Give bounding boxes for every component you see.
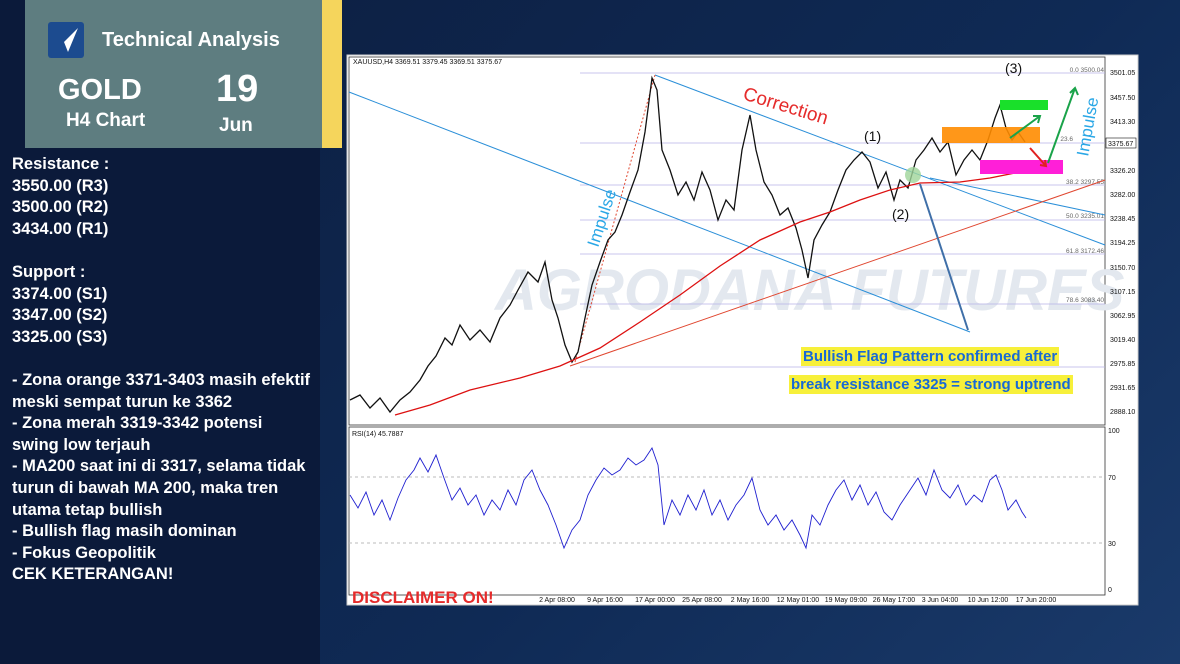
time-tick: 19 May 09:00 bbox=[825, 597, 868, 604]
fib-label: 23.6 bbox=[1060, 136, 1073, 143]
channel-lines bbox=[348, 74, 1106, 333]
impulse-line bbox=[574, 74, 656, 363]
time-tick: 26 May 17:00 bbox=[873, 597, 916, 604]
note: - Zona merah 3319-3342 potensi swing low… bbox=[12, 414, 263, 454]
breakout-marker bbox=[905, 167, 921, 183]
price-tick: 3062.95 bbox=[1110, 313, 1135, 320]
price-pane bbox=[348, 56, 1106, 426]
time-tick: 10 Jun 12:00 bbox=[968, 597, 1009, 604]
price-tick: 2888.10 bbox=[1110, 409, 1135, 416]
time-tick: 25 Apr 08:00 bbox=[682, 597, 722, 604]
rsi-levels bbox=[349, 476, 1105, 544]
price-series bbox=[349, 75, 1026, 414]
rsi-tick: 100 bbox=[1108, 428, 1120, 435]
price-tick: 3019.40 bbox=[1110, 337, 1135, 344]
time-tick: 2 Apr 08:00 bbox=[539, 597, 575, 604]
time-axis: 2 Apr 08:00 9 Apr 16:00 17 Apr 00:00 25 Apr… bbox=[539, 597, 1056, 604]
fib-label: 61.8 3172.46 bbox=[1066, 248, 1104, 255]
price-tick: 2931.65 bbox=[1110, 385, 1135, 392]
watermark: AGRODANA FUTURES bbox=[493, 258, 1125, 323]
fib-label: 0.0 3500.04 bbox=[1070, 67, 1105, 74]
rsi-tick: 30 bbox=[1108, 541, 1116, 548]
magenta-zone bbox=[980, 160, 1063, 174]
disclaimer: DISCLAIMER ON! bbox=[352, 588, 494, 607]
time-tick: 17 Jun 20:00 bbox=[1016, 597, 1057, 604]
price-tick: 3238.45 bbox=[1110, 216, 1135, 223]
note: - Fokus Geopolitik bbox=[12, 543, 156, 562]
note: CEK KETERANGAN! bbox=[12, 565, 174, 584]
resistance-title: Resistance : bbox=[12, 155, 110, 173]
note: - MA200 saat ini di 3317, selama tidak t… bbox=[12, 457, 306, 519]
time-tick: 17 Apr 00:00 bbox=[635, 597, 675, 604]
price-tick: 2975.85 bbox=[1110, 361, 1135, 368]
fib-label: 38.2 3297.55 bbox=[1066, 179, 1104, 186]
level: 3325.00 (S3) bbox=[12, 327, 108, 346]
price-tick: 3326.20 bbox=[1110, 168, 1135, 175]
symbol-info: XAUUSD,H4 3369.51 3379.45 3369.51 3375.6… bbox=[353, 59, 502, 66]
support-title: Support : bbox=[12, 262, 86, 281]
flag-text: break resistance 3325 = strong uptrend bbox=[789, 375, 1073, 394]
level: 3550.00 (R3) bbox=[12, 176, 109, 195]
instrument: GOLD bbox=[58, 74, 142, 106]
rsi-tick: 0 bbox=[1108, 587, 1112, 594]
price-tick: 3194.25 bbox=[1110, 240, 1135, 247]
current-price: 3375.67 bbox=[1108, 141, 1133, 148]
wave-label: (3) bbox=[1005, 60, 1022, 76]
wave-label: (2) bbox=[892, 206, 909, 222]
trend-line bbox=[569, 179, 1106, 367]
price-tick: 3107.15 bbox=[1110, 289, 1135, 296]
rsi-series bbox=[349, 447, 1027, 550]
price-axis: 3501.05 3457.50 3413.30 3326.20 3282.00 3238.… bbox=[1110, 70, 1135, 416]
time-tick: 9 Apr 16:00 bbox=[587, 597, 623, 604]
ma200 bbox=[394, 171, 1021, 416]
fib-label: 50.0 3235.01 bbox=[1066, 213, 1104, 220]
header-title: Technical Analysis bbox=[102, 29, 280, 51]
level: 3434.00 (R1) bbox=[12, 219, 109, 238]
note: - Bullish flag masih dominan bbox=[12, 522, 237, 541]
logo bbox=[48, 22, 84, 58]
fib-labels: 0.0 3500.04 23.6 38.2 3297.55 50.0 3235.… bbox=[1060, 67, 1104, 304]
timeframe: H4 Chart bbox=[66, 110, 146, 131]
level: 3347.00 (S2) bbox=[12, 306, 108, 325]
price-tick: 3150.70 bbox=[1110, 265, 1135, 272]
level: 3374.00 (S1) bbox=[12, 284, 108, 303]
day: 19 bbox=[216, 68, 259, 110]
month: Jun bbox=[219, 115, 253, 136]
rsi-tick: 70 bbox=[1108, 475, 1116, 482]
orange-zone bbox=[942, 127, 1040, 143]
accent-strip bbox=[322, 0, 342, 148]
pointer bbox=[919, 183, 969, 331]
price-tick: 3457.50 bbox=[1110, 95, 1135, 102]
price-tick: 3501.05 bbox=[1110, 70, 1135, 77]
note: - Zona orange 3371-3403 masih efektif me… bbox=[12, 370, 311, 411]
price-tick: 3413.30 bbox=[1110, 119, 1135, 126]
time-tick: 2 May 16:00 bbox=[731, 597, 770, 604]
down-arrow bbox=[1029, 147, 1048, 168]
rsi-label: RSI(14) 45.7887 bbox=[352, 431, 403, 438]
up-arrows bbox=[1009, 86, 1079, 164]
time-tick: 3 Jun 04:00 bbox=[922, 597, 959, 604]
price-tag bbox=[1105, 137, 1137, 149]
fib-label: 78.6 3083.40 bbox=[1066, 297, 1104, 304]
price-tick: 3282.00 bbox=[1110, 192, 1135, 199]
rsi-pane bbox=[348, 426, 1106, 596]
target-zone bbox=[1000, 100, 1048, 110]
notes: Resistance : 3550.00 (R3) 3500.00 (R2) 3… bbox=[12, 154, 312, 586]
time-tick: 12 May 01:00 bbox=[777, 597, 820, 604]
wave-label: (1) bbox=[864, 128, 881, 144]
flag-text: Bullish Flag Pattern confirmed after bbox=[801, 347, 1060, 366]
level: 3500.00 (R2) bbox=[12, 198, 109, 217]
rsi-axis: 100 70 30 0 bbox=[1108, 428, 1120, 594]
